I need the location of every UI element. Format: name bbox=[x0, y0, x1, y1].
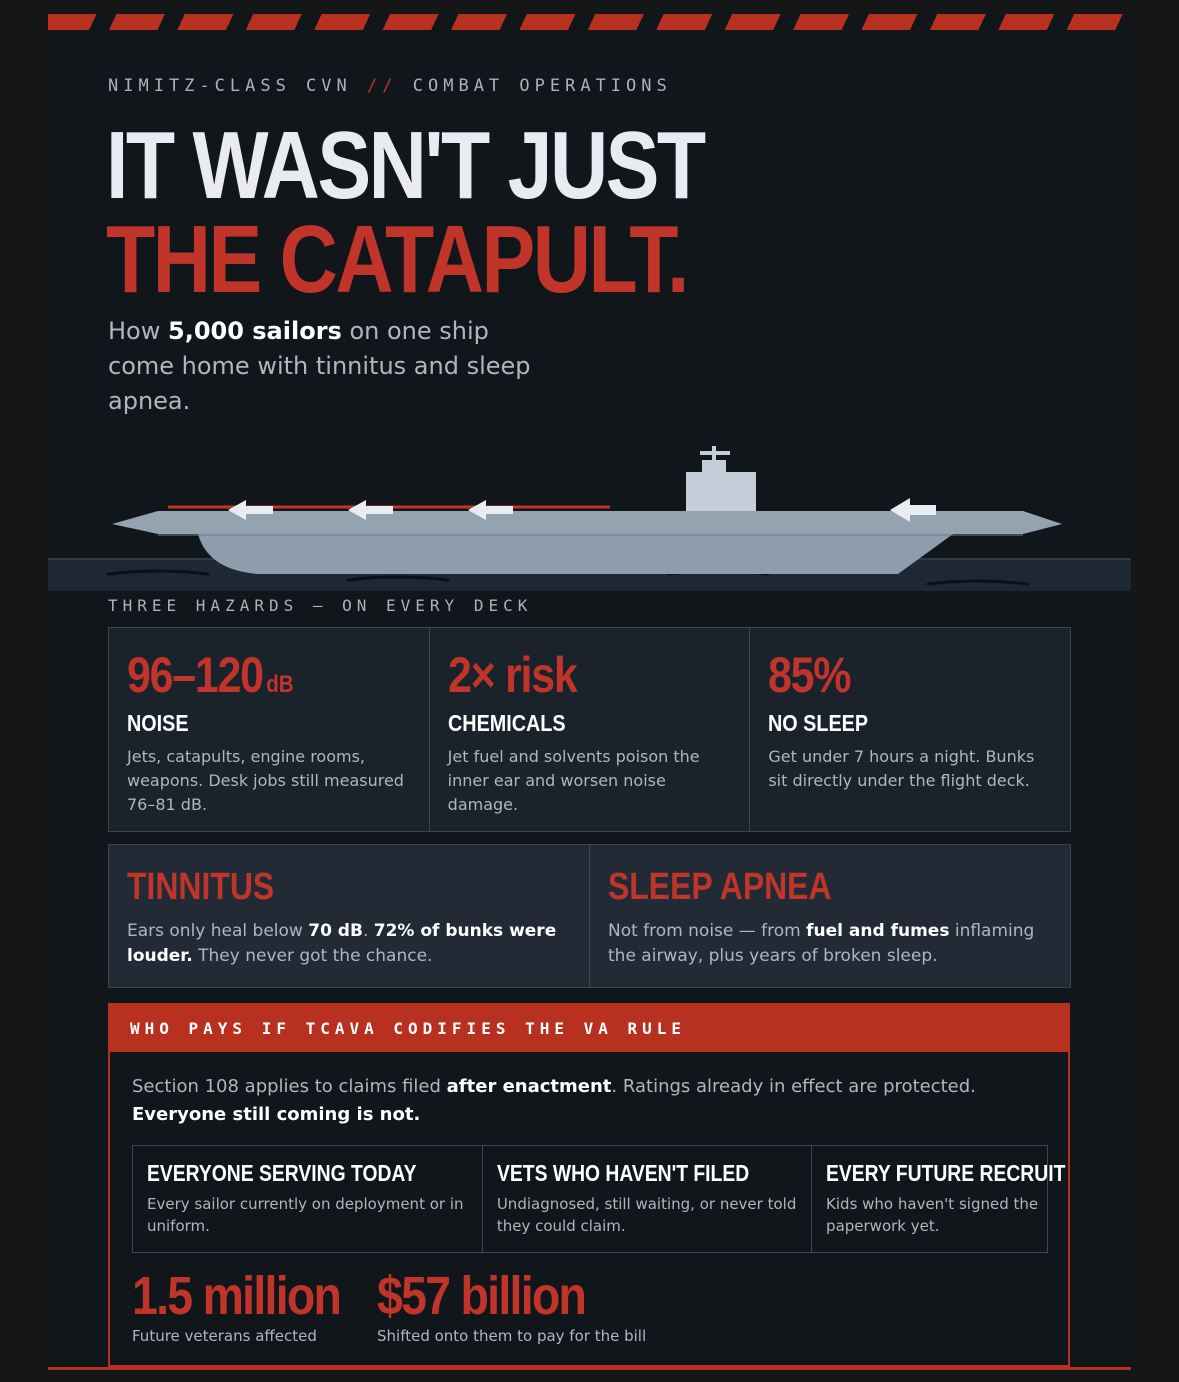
conditions-panel: TINNITUS Ears only heal below 70 dB. 72%… bbox=[108, 844, 1071, 988]
group-title: VETS WHO HAVEN'T FILED bbox=[496, 1160, 750, 1186]
hazards-panel: 96–120 dB NOISE Jets, catapults, engine r… bbox=[108, 627, 1071, 832]
condition-title: TINNITUS bbox=[127, 866, 275, 908]
condition-text: Not from noise — from fuel and fumes inf… bbox=[608, 919, 1052, 969]
affected-groups: EVERYONE SERVING TODAY Every sailor curr… bbox=[132, 1145, 1065, 1253]
bottom-rule bbox=[48, 1367, 1131, 1370]
stat-veterans-affected: 1.5 million bbox=[132, 1266, 342, 1326]
hazard-stat: 96–120 dB bbox=[127, 648, 371, 702]
hazard-stat: 85% bbox=[768, 648, 1012, 702]
infographic-poster: NIMITZ-CLASS CVN // COMBAT OPERATIONS IT… bbox=[48, 14, 1131, 1370]
group-title: EVERY FUTURE RECRUIT bbox=[826, 1160, 1066, 1186]
text-run-bold: fuel and fumes bbox=[806, 921, 950, 941]
text-run: . Ratings already in effect are protecte… bbox=[611, 1076, 976, 1097]
hazards-section-label: THREE HAZARDS — ON EVERY DECK bbox=[108, 596, 533, 615]
text-run: Not from noise — from bbox=[608, 921, 807, 941]
hazard-stat-value: 85% bbox=[768, 647, 851, 703]
subtitle-post: on one ship come home with tinnitus and … bbox=[108, 317, 531, 415]
text-run: They never got the chance. bbox=[192, 946, 433, 966]
hazard-stripes-top bbox=[48, 14, 1131, 30]
hazard-stat-value: 2× risk bbox=[447, 647, 578, 703]
text-run: Ears only heal below bbox=[127, 921, 309, 941]
condition-sleep-apnea: SLEEP APNEA Not from noise — from fuel a… bbox=[590, 845, 1070, 987]
subtitle: How 5,000 sailors on one ship come home … bbox=[108, 314, 538, 419]
group-text: Every sailor currently on deployment or … bbox=[147, 1195, 464, 1235]
hazard-stat-unit: dB bbox=[266, 671, 294, 698]
hazard-title: NO SLEEP bbox=[768, 710, 869, 736]
stat-cost-caption: Shifted onto them to pay for the bill bbox=[377, 1327, 647, 1345]
flight-deck bbox=[112, 511, 1062, 534]
text-run-bold: Everyone still coming is not. bbox=[132, 1104, 421, 1125]
kicker-right: COMBAT OPERATIONS bbox=[412, 76, 672, 96]
hazard-title: CHEMICALS bbox=[447, 710, 566, 736]
condition-text: Ears only heal below 70 dB. 72% of bunks… bbox=[127, 919, 571, 969]
island-superstructure bbox=[686, 472, 756, 511]
hazard-chemicals: 2× risk CHEMICALS Jet fuel and solvents … bbox=[430, 628, 751, 831]
hazard-noise: 96–120 dB NOISE Jets, catapults, engine r… bbox=[109, 628, 430, 831]
text-run: Section 108 applies to claims filed bbox=[132, 1076, 447, 1097]
text-run: . bbox=[362, 921, 374, 941]
stat-veterans-caption: Future veterans affected bbox=[132, 1327, 317, 1345]
condition-title: SLEEP APNEA bbox=[608, 866, 832, 908]
text-run: inflaming the airway, plus years of brok… bbox=[608, 921, 1035, 966]
carrier-ship-illustration bbox=[48, 446, 1131, 591]
kicker: NIMITZ-CLASS CVN // COMBAT OPERATIONS bbox=[108, 76, 672, 96]
hazard-text: Jets, catapults, engine rooms, weapons. … bbox=[127, 747, 404, 814]
hazard-text: Jet fuel and solvents poison the inner e… bbox=[447, 747, 700, 814]
title-line-2: THE CATAPULT. bbox=[106, 206, 689, 313]
text-run-bold: 70 dB bbox=[308, 921, 363, 941]
who-pays-panel: WHO PAYS IF TCAVA CODIFIES THE VA RULE S… bbox=[108, 1003, 1070, 1367]
kicker-left: NIMITZ-CLASS CVN bbox=[108, 76, 352, 96]
group-text: Kids who haven't signed the paperwork ye… bbox=[826, 1195, 1039, 1235]
group-future-recruit: EVERY FUTURE RECRUIT Kids who haven't si… bbox=[812, 1146, 1125, 1252]
group-text: Undiagnosed, still waiting, or never tol… bbox=[496, 1195, 797, 1235]
condition-tinnitus: TINNITUS Ears only heal below 70 dB. 72%… bbox=[109, 845, 590, 987]
hazard-title: NOISE bbox=[127, 710, 189, 736]
hazard-stat-value: 96–120 bbox=[127, 647, 264, 703]
who-pays-header: WHO PAYS IF TCAVA CODIFIES THE VA RULE bbox=[110, 1005, 1068, 1052]
hazard-text: Get under 7 hours a night. Bunks sit dir… bbox=[768, 747, 1035, 790]
subtitle-bold: 5,000 sailors bbox=[168, 317, 342, 345]
who-pays-lead: Section 108 applies to claims filed afte… bbox=[132, 1073, 1052, 1129]
launch-arrow-icon bbox=[228, 498, 936, 522]
group-title: EVERYONE SERVING TODAY bbox=[147, 1160, 417, 1186]
group-serving-today: EVERYONE SERVING TODAY Every sailor curr… bbox=[133, 1146, 483, 1252]
hazard-no-sleep: 85% NO SLEEP Get under 7 hours a night. … bbox=[750, 628, 1070, 831]
title-line-1: IT WASN'T JUST bbox=[106, 112, 706, 219]
stat-cost-shifted: $57 billion bbox=[377, 1266, 587, 1326]
ship-hull bbox=[198, 534, 953, 574]
group-vets-not-filed: VETS WHO HAVEN'T FILED Undiagnosed, stil… bbox=[483, 1146, 813, 1252]
subtitle-pre: How bbox=[108, 317, 168, 345]
text-run-bold: 72% of bunks were louder. bbox=[127, 921, 557, 966]
kicker-separator: // bbox=[367, 76, 398, 96]
hazard-stat: 2× risk bbox=[448, 648, 692, 702]
text-run-bold: after enactment bbox=[446, 1076, 612, 1097]
